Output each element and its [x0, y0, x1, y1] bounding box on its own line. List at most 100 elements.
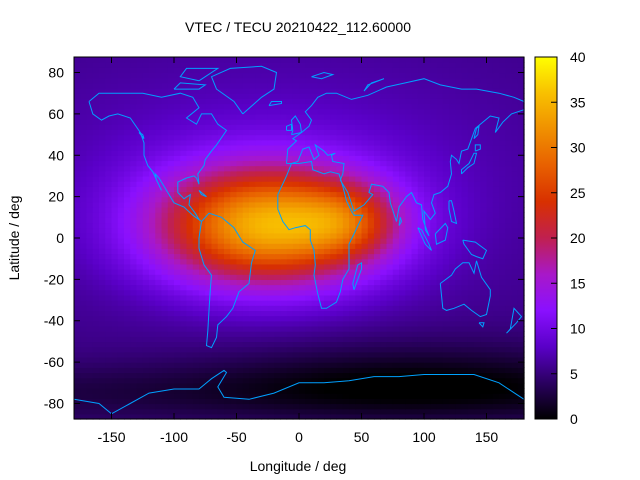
- heatmap-cell: [267, 382, 275, 389]
- heatmap-cell: [230, 325, 238, 332]
- heatmap-cell: [311, 351, 319, 358]
- heatmap-cell: [386, 124, 394, 130]
- heatmap-cell: [367, 160, 375, 167]
- heatmap-cell: [355, 175, 363, 182]
- heatmap-cell: [367, 300, 375, 306]
- heatmap-cell: [505, 238, 513, 244]
- heatmap-cell: [161, 315, 169, 322]
- heatmap-cell: [405, 181, 413, 187]
- heatmap-cell: [361, 139, 369, 146]
- heatmap-cell: [480, 124, 488, 130]
- heatmap-cell: [92, 57, 100, 63]
- heatmap-cell: [430, 88, 438, 94]
- heatmap-cell: [236, 398, 244, 405]
- heatmap-cell: [417, 196, 425, 203]
- heatmap-cell: [330, 238, 338, 244]
- heatmap-cell: [211, 139, 219, 146]
- heatmap-cell: [517, 310, 525, 317]
- heatmap-cell: [280, 217, 288, 224]
- heatmap-cell: [417, 362, 425, 368]
- heatmap-cell: [305, 191, 313, 198]
- heatmap-cell: [361, 124, 369, 130]
- heatmap-cell: [224, 393, 231, 399]
- heatmap-cell: [130, 57, 138, 63]
- heatmap-cell: [411, 113, 419, 120]
- heatmap-cell: [167, 289, 175, 296]
- heatmap-cell: [411, 289, 419, 296]
- heatmap-cell: [199, 300, 206, 306]
- heatmap-cell: [86, 227, 94, 234]
- heatmap-cell: [367, 398, 375, 405]
- heatmap-cell: [511, 346, 519, 353]
- heatmap-cell: [299, 82, 306, 89]
- heatmap-cell: [355, 269, 363, 275]
- heatmap-cell: [224, 387, 231, 394]
- heatmap-cell: [86, 134, 94, 141]
- heatmap-cell: [324, 382, 331, 389]
- heatmap-cell: [230, 289, 238, 296]
- heatmap-cell: [124, 372, 131, 379]
- heatmap-cell: [80, 191, 88, 198]
- heatmap-cell: [467, 294, 475, 301]
- heatmap-cell: [324, 191, 331, 198]
- heatmap-cell: [317, 206, 325, 213]
- heatmap-cell: [411, 279, 419, 286]
- heatmap-cell: [74, 160, 81, 167]
- heatmap-cell: [236, 196, 244, 203]
- heatmap-cell: [299, 408, 306, 415]
- heatmap-cell: [149, 382, 156, 389]
- heatmap-cell: [436, 88, 444, 94]
- heatmap-cell: [386, 253, 394, 260]
- heatmap-cell: [286, 139, 294, 146]
- heatmap-cell: [492, 356, 500, 363]
- heatmap-cell: [230, 310, 238, 317]
- heatmap-cell: [99, 124, 106, 130]
- heatmap-cell: [436, 98, 444, 105]
- heatmap-cell: [280, 196, 288, 203]
- heatmap-cell: [74, 336, 81, 343]
- heatmap-cell: [86, 398, 94, 405]
- heatmap-cell: [436, 201, 444, 208]
- heatmap-cell: [186, 160, 194, 167]
- heatmap-cell: [167, 175, 175, 182]
- heatmap-cell: [305, 248, 313, 255]
- heatmap-cell: [205, 196, 213, 203]
- heatmap-cell: [317, 181, 325, 187]
- heatmap-cell: [330, 284, 338, 291]
- heatmap-cell: [149, 57, 156, 63]
- heatmap-cell: [455, 88, 463, 94]
- heatmap-cell: [492, 351, 500, 358]
- heatmap-cell: [186, 232, 194, 239]
- heatmap-cell: [192, 300, 200, 306]
- heatmap-cell: [449, 398, 456, 405]
- heatmap-cell: [517, 258, 525, 265]
- heatmap-cell: [199, 222, 206, 229]
- heatmap-cell: [80, 150, 88, 156]
- heatmap-cell: [205, 222, 213, 229]
- heatmap-cell: [292, 93, 300, 99]
- heatmap-cell: [455, 113, 463, 120]
- heatmap-cell: [442, 310, 450, 317]
- heatmap-cell: [286, 258, 294, 265]
- heatmap-cell: [74, 93, 81, 99]
- heatmap-cell: [374, 139, 381, 146]
- heatmap-cell: [86, 258, 94, 265]
- heatmap-cell: [105, 186, 113, 193]
- heatmap-cell: [336, 305, 344, 311]
- heatmap-cell: [174, 279, 181, 286]
- heatmap-cell: [461, 398, 469, 405]
- heatmap-cell: [180, 160, 188, 167]
- heatmap-cell: [211, 356, 219, 363]
- heatmap-cell: [286, 186, 294, 193]
- heatmap-cell: [274, 139, 281, 146]
- heatmap-cell: [492, 284, 500, 291]
- heatmap-cell: [280, 279, 288, 286]
- heatmap-cell: [199, 201, 206, 208]
- heatmap-cell: [230, 57, 238, 63]
- heatmap-cell: [417, 62, 425, 68]
- heatmap-cell: [167, 124, 175, 130]
- heatmap-cell: [224, 155, 231, 162]
- heatmap-cell: [399, 294, 406, 301]
- heatmap-cell: [74, 351, 81, 358]
- heatmap-cell: [517, 362, 525, 368]
